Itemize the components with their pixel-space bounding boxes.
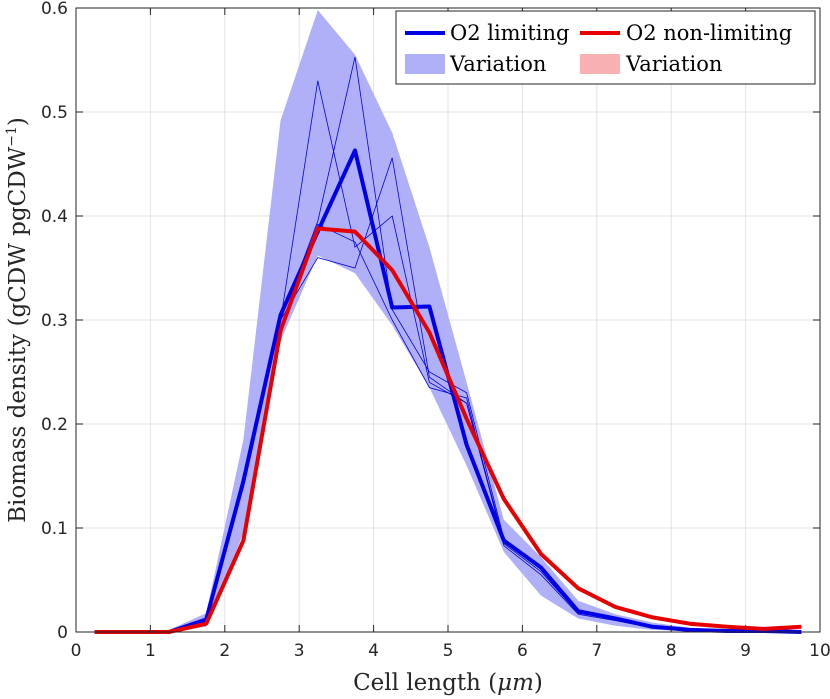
y-tick-label: 0 — [57, 623, 68, 643]
x-tick-label: 6 — [517, 641, 528, 661]
legend-label-o2-limiting: O2 limiting — [450, 21, 569, 45]
legend: O2 limiting O2 non-limiting Variation Va… — [395, 10, 816, 85]
x-tick-label: 9 — [740, 641, 751, 661]
legend-swatch-variation-red — [580, 54, 620, 74]
y-tick-label: 0.2 — [41, 415, 68, 435]
x-tick-label: 1 — [145, 641, 156, 661]
y-tick-label: 0.6 — [41, 0, 68, 19]
legend-label-o2-non-limiting: O2 non-limiting — [626, 21, 792, 45]
axis-ticks: 0 1 2 3 4 5 6 7 8 9 10 0 0.1 0.2 0.3 0.4 0.5 0.6 — [41, 0, 830, 661]
series-lines — [94, 148, 802, 634]
variation-band — [94, 10, 802, 633]
y-tick-label: 0.1 — [41, 519, 68, 539]
x-axis-title: Cell length (μm) — [353, 670, 543, 696]
x-tick-label: 0 — [71, 641, 82, 661]
legend-label-variation-red: Variation — [625, 52, 722, 76]
series-line-o2-non-limiting — [94, 226, 802, 634]
x-tick-label: 8 — [666, 641, 677, 661]
x-tick-label: 10 — [809, 641, 830, 661]
x-tick-label: 5 — [443, 641, 454, 661]
x-tick-label: 2 — [219, 641, 230, 661]
x-tick-label: 3 — [294, 641, 305, 661]
legend-label-variation-blue: Variation — [449, 52, 546, 76]
variation-bands — [94, 10, 802, 633]
y-tick-label: 0.3 — [41, 311, 68, 331]
y-axis-title: Biomass density (gCDW pgCDW−1) — [4, 117, 31, 523]
x-tick-label: 4 — [368, 641, 379, 661]
x-tick-label: 7 — [591, 641, 602, 661]
legend-swatch-variation-blue — [405, 54, 445, 74]
y-tick-label: 0.5 — [41, 103, 68, 123]
y-tick-label: 0.4 — [41, 207, 68, 227]
